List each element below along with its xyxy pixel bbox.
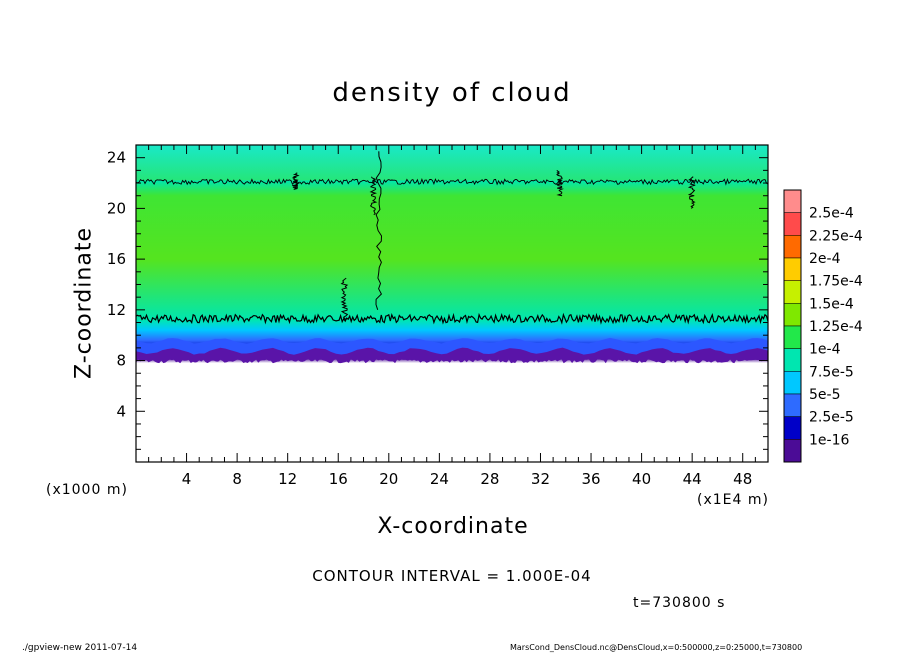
contour-interval-text: CONTOUR INTERVAL = 1.000E-04 — [312, 567, 592, 585]
colorbar-swatch — [783, 416, 802, 440]
contour-streak — [687, 176, 697, 209]
contour-line — [135, 312, 769, 325]
chart-title: density of cloud — [332, 78, 572, 108]
x-tick-label: 28 — [480, 470, 499, 488]
y-tick-label: 4 — [116, 402, 126, 420]
contour-streak — [555, 170, 564, 197]
colorbar-label: 2.25e-4 — [809, 228, 863, 244]
x-tick-label: 12 — [278, 470, 297, 488]
colorbar-label: 1e-4 — [809, 342, 841, 358]
x-tick-label: 4 — [182, 470, 192, 488]
contour-streak — [375, 151, 383, 310]
y-tick-label: 8 — [116, 352, 126, 370]
upper-band — [136, 145, 768, 181]
colorbar-frame — [783, 189, 802, 463]
colorbar-label: 2e-4 — [809, 251, 841, 267]
colorbar-label: 1.5e-4 — [809, 296, 854, 312]
colorbar-label: 2.5e-5 — [809, 410, 854, 426]
x-tick-label: 44 — [683, 470, 702, 488]
colorbar-label: 7.5e-5 — [809, 364, 854, 380]
x-tick-label: 8 — [232, 470, 242, 488]
colorbar-label: 1e-16 — [809, 432, 849, 448]
colorbar-label: 1.25e-4 — [809, 319, 863, 335]
colorbar-swatch — [783, 348, 802, 372]
colorbar-swatch — [783, 212, 802, 236]
x-axis-label: X-coordinate — [377, 514, 529, 539]
colorbar-label: 1.75e-4 — [809, 274, 863, 290]
x-tick-label: 32 — [531, 470, 550, 488]
colorbar-swatch — [783, 303, 802, 327]
colorbar-swatch — [783, 280, 802, 304]
colorbar-swatch — [783, 325, 802, 349]
colorbar-swatch — [783, 439, 802, 463]
colorbar: 2.5e-4 2.25e-4 2e-4 1.75e-4 1.5e-4 1.25e-4 1e-… — [783, 189, 863, 463]
x-tick-label: 48 — [733, 470, 752, 488]
no-cloud-region — [136, 363, 768, 462]
contour-streak — [340, 277, 349, 321]
cloud-base-edge — [136, 358, 768, 364]
colorbar-label: 5e-5 — [809, 387, 840, 403]
cloud-base-violet — [136, 347, 768, 360]
plot-area — [135, 145, 769, 462]
x-tick-label: 24 — [430, 470, 449, 488]
contour-streak — [369, 176, 378, 216]
contour-line — [135, 177, 769, 186]
x-tick-label: 36 — [581, 470, 600, 488]
time-label: t=730800 s — [633, 595, 726, 611]
y-axis-unit: (x1000 m) — [46, 482, 128, 498]
colorbar-label: 2.5e-4 — [809, 206, 854, 222]
y-tick-label: 16 — [107, 250, 126, 268]
x-tick-label: 16 — [329, 470, 348, 488]
x-axis-unit: (x1E4 m) — [697, 492, 769, 508]
footer-left-text: ./gpview-new 2011-07-14 — [22, 643, 138, 653]
colorbar-swatch — [783, 257, 802, 281]
colorbar-swatch — [783, 235, 802, 259]
colorbar-swatch — [783, 393, 802, 417]
contour-streak — [292, 172, 300, 190]
footer-right-text: MarsCond_DensCloud.nc@DensCloud,x=0:5000… — [510, 643, 803, 652]
x-tick-label: 20 — [379, 470, 398, 488]
colorbar-swatch — [783, 189, 802, 213]
y-tick-label: 12 — [107, 301, 126, 319]
y-tick-label: 20 — [107, 199, 126, 217]
colorbar-swatch — [783, 371, 802, 395]
y-tick-label: 24 — [107, 149, 126, 167]
x-tick-label: 40 — [632, 470, 651, 488]
